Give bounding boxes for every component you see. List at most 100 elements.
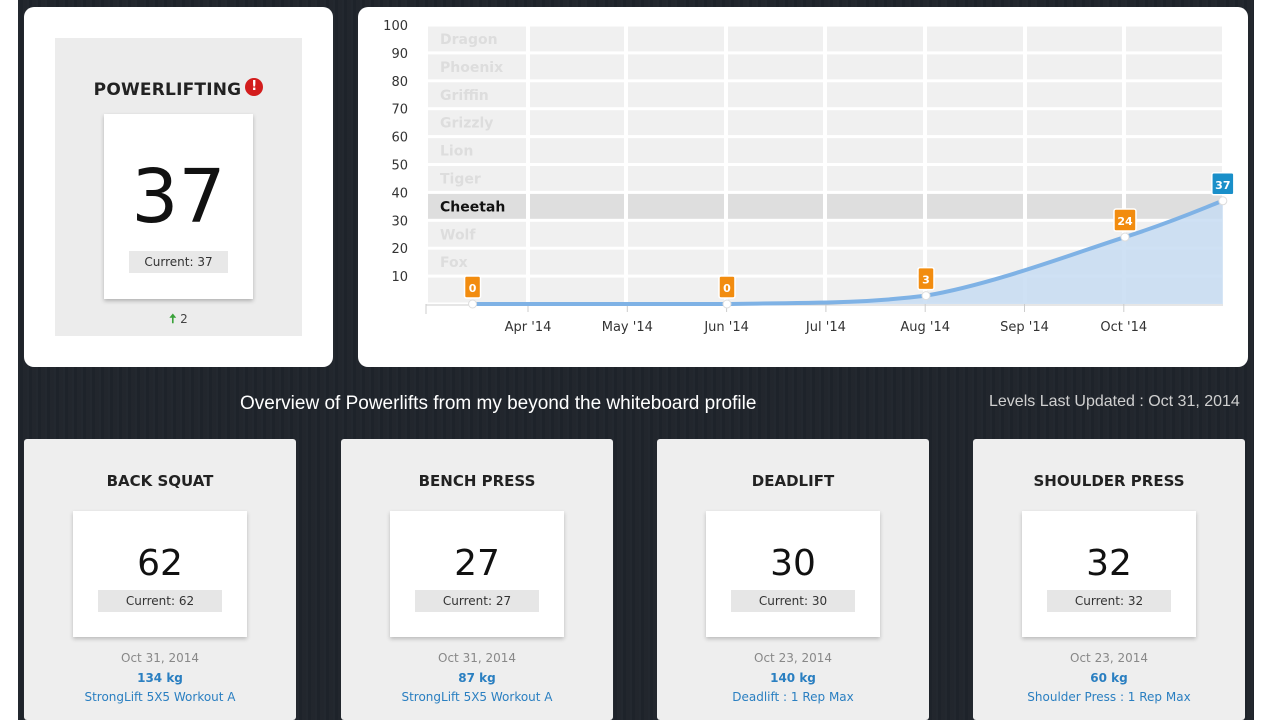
lift-score-box: 30 Current: 30 (706, 511, 880, 637)
band-cell (927, 193, 1023, 219)
band-cell (927, 26, 1023, 52)
band-cell (1027, 193, 1122, 219)
y-tick-label: 10 (391, 270, 408, 285)
band-cell (728, 26, 823, 52)
lift-current-label: Current: 32 (1047, 590, 1171, 612)
band-label: Griffin (440, 88, 489, 104)
band-label: Cheetah (440, 199, 505, 215)
band-cell (628, 249, 724, 275)
y-tick-label: 90 (391, 47, 408, 62)
band-cell (728, 277, 823, 303)
data-point (1218, 196, 1228, 206)
band-cell (827, 249, 923, 275)
band-cell (428, 110, 526, 136)
lift-workout-link[interactable]: Shoulder Press : 1 Rep Max (1027, 690, 1191, 704)
band-cell (728, 82, 823, 108)
band-cell (428, 249, 526, 275)
y-tick-label: 60 (391, 131, 408, 146)
lift-date: Oct 31, 2014 (438, 651, 516, 665)
band-cell (530, 166, 624, 191)
band-cell (530, 249, 624, 275)
band-label: Wolf (440, 227, 476, 243)
lift-card[interactable]: SHOULDER PRESS 32 Current: 32 Oct 23, 2014 6… (973, 439, 1245, 720)
data-point (468, 299, 478, 309)
levels-updated-text: Levels Last Updated : Oct 31, 2014 (989, 393, 1240, 410)
band-cell (628, 193, 724, 219)
lift-weight-link[interactable]: 140 kg (770, 671, 816, 685)
lift-score-box: 27 Current: 27 (390, 511, 564, 637)
lift-workout-link[interactable]: Deadlift : 1 Rep Max (732, 690, 854, 704)
alert-icon[interactable]: ! (245, 78, 264, 96)
band-cell (1027, 110, 1122, 136)
lift-weight-link[interactable]: 134 kg (137, 671, 183, 685)
lift-workout-link[interactable]: StrongLift 5X5 Workout A (84, 690, 236, 704)
series-line (470, 198, 1225, 306)
band-cell (827, 138, 923, 163)
band-cell (927, 249, 1023, 275)
band-cell (530, 82, 624, 108)
data-label: 24 (1117, 215, 1133, 228)
data-point (1120, 232, 1130, 242)
lift-date: Oct 31, 2014 (121, 651, 199, 665)
y-tick-label: 20 (391, 242, 408, 257)
band-cell (428, 193, 526, 219)
band-cell (428, 221, 526, 247)
band-cell (927, 54, 1023, 80)
lift-score-value: 32 (1086, 543, 1132, 584)
lift-date: Oct 23, 2014 (1070, 651, 1148, 665)
band-cell (530, 138, 624, 163)
lift-card[interactable]: BENCH PRESS 27 Current: 27 Oct 31, 2014 87 k… (341, 439, 613, 720)
band-cell (927, 166, 1023, 191)
band-cell (827, 54, 923, 80)
data-label: 3 (922, 274, 930, 287)
band-cell (530, 277, 624, 303)
powerlifting-summary-card: POWERLIFTING! 37 Current: 37 🠅 2 (24, 7, 333, 367)
band-label: Dragon (440, 32, 498, 48)
x-tick-label: Oct '14 (1100, 320, 1147, 335)
band-cell (728, 110, 823, 136)
lift-title: BACK SQUAT (106, 472, 214, 490)
summary-current-label: Current: 37 (129, 251, 228, 273)
x-tick-label: Jun '14 (703, 320, 749, 335)
lift-score-value: 62 (137, 543, 183, 584)
band-label: Lion (440, 144, 473, 160)
x-tick-label: Sep '14 (1000, 320, 1049, 335)
lift-score-value: 30 (770, 543, 816, 584)
lift-title: BENCH PRESS (418, 472, 536, 490)
lift-current-label: Current: 27 (415, 590, 539, 612)
band-cell (1126, 54, 1222, 80)
up-arrow-icon: 🠅 (169, 312, 177, 327)
band-cell (927, 138, 1023, 163)
y-tick-label: 100 (383, 19, 408, 34)
band-cell (1027, 54, 1122, 80)
lift-score-box: 32 Current: 32 (1022, 511, 1196, 637)
summary-change: 🠅 2 (55, 310, 302, 332)
x-tick-label: Aug '14 (900, 320, 950, 335)
lift-title: SHOULDER PRESS (1033, 472, 1185, 490)
lift-card[interactable]: BACK SQUAT 62 Current: 62 Oct 31, 2014 134 k… (24, 439, 296, 720)
band-cell (827, 193, 923, 219)
lift-current-label: Current: 30 (731, 590, 855, 612)
band-cell (530, 110, 624, 136)
band-cell (530, 54, 624, 80)
lift-weight-link[interactable]: 87 kg (458, 671, 496, 685)
band-label: Fox (440, 255, 468, 271)
summary-score-value: 37 (131, 154, 226, 240)
data-label-badge (917, 266, 935, 291)
band-cell (428, 54, 526, 80)
lift-card[interactable]: DEADLIFT 30 Current: 30 Oct 23, 2014 140 kg D… (657, 439, 929, 720)
lift-weight-link[interactable]: 60 kg (1090, 671, 1128, 685)
band-cell (927, 110, 1023, 136)
band-cell (927, 221, 1023, 247)
data-label-badge (718, 275, 736, 299)
band-cell (428, 26, 526, 52)
lift-workout-link[interactable]: StrongLift 5X5 Workout A (401, 690, 553, 704)
band-cell (1027, 26, 1122, 52)
band-cell (530, 26, 624, 52)
band-label: Tiger (440, 171, 481, 187)
overview-caption: Overview of Powerlifts from my beyond th… (240, 393, 757, 414)
band-cell (827, 82, 923, 108)
band-cell (628, 82, 724, 108)
band-cell (628, 166, 724, 191)
band-cell (530, 193, 624, 219)
